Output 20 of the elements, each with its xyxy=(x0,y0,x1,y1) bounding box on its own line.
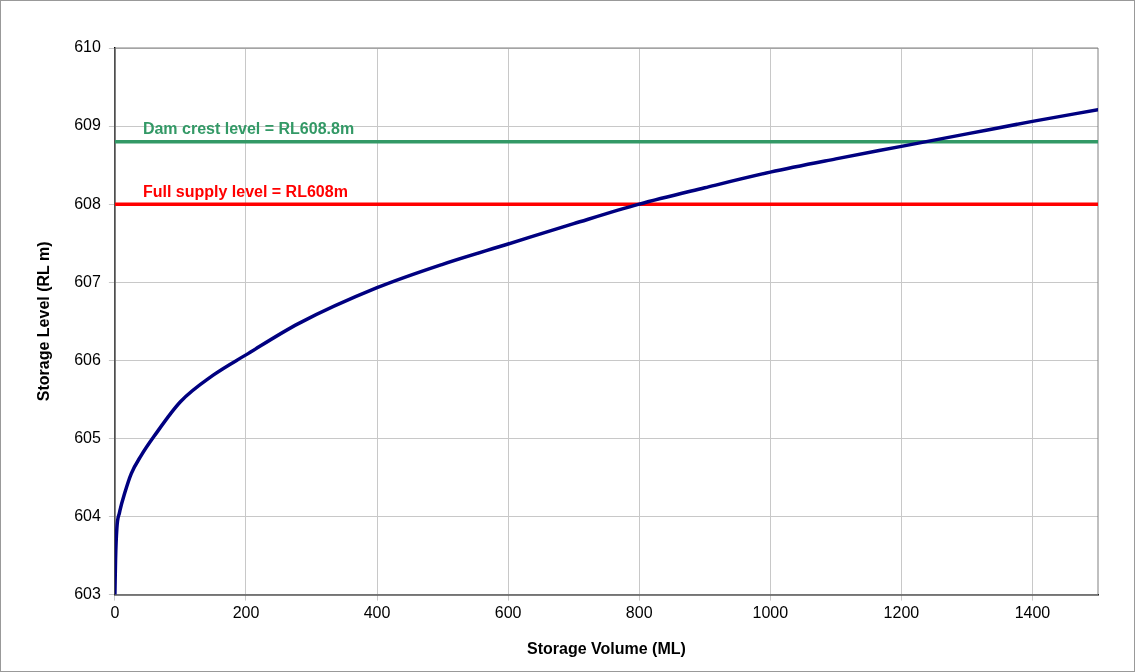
x-tick-label: 200 xyxy=(232,603,260,621)
y-tick-label: 605 xyxy=(74,428,101,446)
y-tick-label: 609 xyxy=(74,116,101,134)
y-tick-label: 603 xyxy=(74,585,101,603)
x-tick-label: 400 xyxy=(363,603,391,621)
x-tick-label: 600 xyxy=(494,603,522,621)
y-tick-label: 607 xyxy=(74,272,101,290)
x-tick-label: 1000 xyxy=(752,603,789,621)
x-tick-label: 0 xyxy=(110,603,120,621)
y-axis-title: Storage Level (RL m) xyxy=(35,241,53,402)
x-tick-label: 800 xyxy=(625,603,653,621)
x-tick-label: 1200 xyxy=(883,603,920,621)
ref-line-label: Dam crest level = RL608.8m xyxy=(142,120,355,138)
y-tick-label: 604 xyxy=(74,506,101,524)
x-tick-label: 1400 xyxy=(1014,603,1051,621)
ref-line-label: Full supply level = RL608m xyxy=(142,182,348,200)
x-axis-title: Storage Volume (ML) xyxy=(527,639,686,657)
y-tick-label: 606 xyxy=(74,350,101,368)
y-tick-label: 608 xyxy=(74,194,101,212)
y-tick-label: 610 xyxy=(74,38,101,56)
